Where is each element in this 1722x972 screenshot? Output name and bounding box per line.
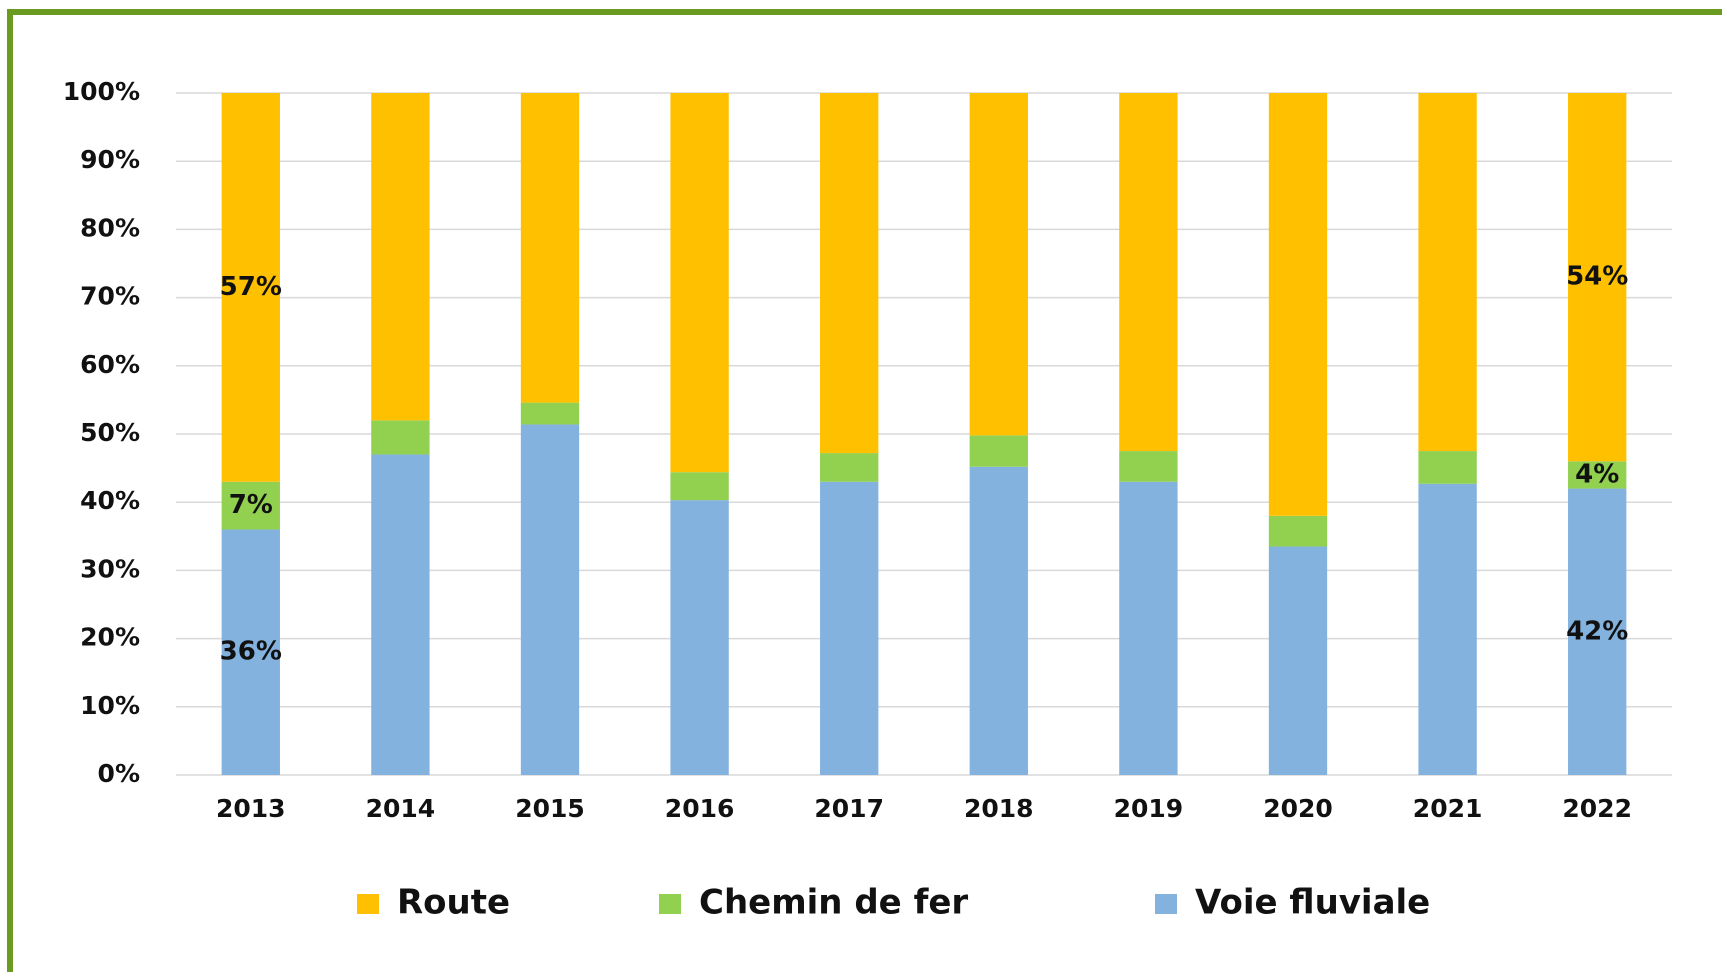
y-tick-label: 70% [80,282,140,311]
bar-segment [969,466,1028,775]
bar-segment [670,93,729,473]
bar-segment [371,93,430,421]
legend-label: Chemin de fer [699,883,968,923]
legend-swatch [1155,894,1177,914]
x-tick-label: 2019 [1114,794,1184,823]
x-tick-label: 2015 [515,794,585,823]
bar-segment [221,93,280,482]
data-label: 7% [229,490,273,520]
bar-segment [1119,93,1178,452]
legend-swatch [659,894,681,914]
x-tick-label: 2017 [814,794,884,823]
bar-segment [820,481,879,775]
x-tick-label: 2013 [216,794,286,823]
bar-segment [1568,93,1627,462]
x-tick-label: 2016 [665,794,735,823]
bar-segment [1418,483,1477,775]
bar-segment [221,481,280,530]
x-tick-label: 2020 [1263,794,1333,823]
bar-segment [520,93,580,403]
data-label: 54% [1566,262,1628,292]
y-tick-label: 100% [63,77,140,106]
bar-segment [1119,481,1178,775]
y-tick-label: 60% [80,350,140,379]
x-tick-label: 2021 [1413,794,1483,823]
data-label: 42% [1566,616,1628,646]
data-label: 36% [220,637,282,667]
x-tick-label: 2022 [1562,794,1632,823]
bar-segment [1268,515,1328,547]
y-tick-label: 20% [80,623,140,652]
y-tick-label: 0% [98,759,140,788]
bar-segment [1268,546,1328,775]
bar-segment [1268,93,1328,516]
bar-segment [670,472,729,501]
bar-segment [969,435,1028,467]
bar-segment [371,420,430,455]
y-tick-label: 10% [80,691,140,720]
legend-swatch [357,894,379,914]
bar-segment [820,93,879,454]
data-label: 57% [220,272,282,302]
y-tick-label: 50% [80,418,140,447]
bar-segment [1568,488,1627,775]
y-tick-label: 90% [80,145,140,174]
bar-segment [1418,451,1477,484]
legend-label: Route [397,883,510,923]
bar-segment [1568,461,1627,489]
y-tick-label: 30% [80,554,140,583]
x-tick-label: 2014 [366,794,436,823]
y-tick-label: 80% [80,213,140,242]
bar-segment [670,500,729,775]
bar-segment [221,529,280,775]
legend-label: Voie fluviale [1195,883,1430,923]
bar-segment [520,424,580,775]
bar-segment [820,453,879,482]
bar-segment [1418,93,1477,452]
bar-segment [520,402,580,425]
data-label: 4% [1575,459,1619,489]
x-tick-label: 2018 [964,794,1034,823]
bar-segment [969,93,1028,436]
frame [7,9,1722,972]
bar-segment [371,454,430,775]
bar-segment [1119,451,1178,482]
y-tick-label: 40% [80,486,140,515]
